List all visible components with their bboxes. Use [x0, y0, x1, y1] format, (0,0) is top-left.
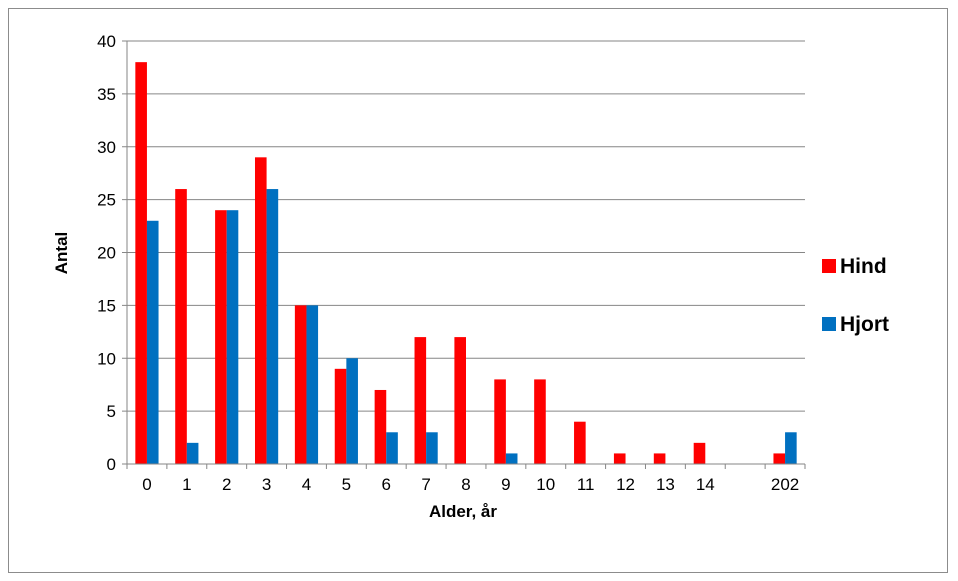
y-tick-label: 20	[97, 244, 116, 263]
bar-hind	[294, 305, 307, 464]
bar-hjort	[146, 220, 159, 464]
bar-hjort	[505, 453, 518, 464]
x-tick-label: 4	[302, 475, 311, 494]
bar-hind	[494, 379, 506, 464]
bars	[135, 62, 797, 465]
y-tick-label: 30	[97, 138, 116, 157]
bar-hjort	[266, 189, 279, 465]
bar-hjort	[386, 432, 398, 464]
y-tick-label: 40	[97, 32, 116, 51]
bar-hind	[613, 453, 626, 464]
x-tick-label: 1	[182, 475, 191, 494]
bar-hind	[135, 62, 147, 465]
axes	[122, 40, 806, 469]
legend-swatch-hind	[822, 259, 836, 273]
x-tick-label: 6	[382, 475, 391, 494]
y-tick-label: 0	[107, 455, 116, 474]
bar-hjort	[186, 442, 199, 464]
x-tick-label: 10	[536, 475, 555, 494]
x-tick-label: 8	[461, 475, 470, 494]
bar-hjort	[226, 210, 239, 464]
y-tick-label: 35	[97, 85, 116, 104]
x-tick-label: 11	[577, 475, 595, 494]
y-tick-label: 5	[107, 402, 116, 421]
x-tick-label: 7	[421, 475, 430, 494]
bar-hind	[215, 210, 227, 464]
legend-label-hind: Hind	[840, 255, 887, 278]
bar-hjort	[785, 432, 797, 464]
y-axis-title: Antal	[52, 232, 71, 275]
x-tick-label: 14	[696, 475, 715, 494]
x-tick-label: 202	[771, 475, 799, 494]
x-axis-title: Alder, år	[429, 502, 497, 521]
legend: Hind Hjort	[822, 255, 889, 336]
y-tick-labels: 0 5 10 15 20 25 30 35 40	[97, 32, 116, 474]
x-tick-label: 13	[656, 475, 675, 494]
bar-hind	[574, 421, 586, 464]
x-tick-labels: 0 1 2 3 4 5 6 7 8 9 10 11 12 13 14 202	[142, 475, 799, 494]
bar-hind	[254, 157, 267, 464]
y-tick-label: 15	[97, 296, 116, 315]
legend-swatch-hjort	[822, 317, 836, 331]
x-tick-label: 2	[222, 475, 231, 494]
bar-hind	[374, 389, 387, 464]
bar-hind	[334, 368, 347, 464]
bar-hjort	[306, 305, 319, 464]
bar-hind	[693, 442, 706, 464]
x-tick-label: 9	[501, 475, 510, 494]
x-tick-label: 0	[142, 475, 151, 494]
y-tick-label: 10	[97, 349, 116, 368]
x-tick-label: 3	[262, 475, 271, 494]
legend-label-hjort: Hjort	[840, 313, 889, 336]
bar-hind	[454, 337, 466, 464]
bar-hjort	[346, 358, 358, 464]
x-tick-label: 5	[342, 475, 351, 494]
bar-hind	[653, 453, 666, 464]
bar-hind	[773, 453, 786, 464]
bar-hind	[175, 189, 187, 465]
x-tick-label: 12	[616, 475, 635, 494]
chart-frame	[8, 8, 948, 573]
bar-hind	[414, 337, 427, 464]
bar-hjort	[426, 432, 438, 464]
y-tick-label: 25	[97, 191, 116, 210]
bar-hind	[534, 379, 546, 464]
gridlines	[127, 40, 805, 412]
